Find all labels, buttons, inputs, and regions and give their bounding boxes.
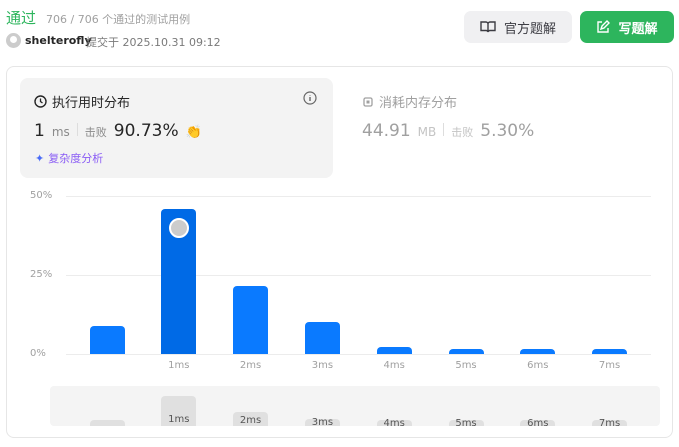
- x-tick-label: 6ms: [527, 360, 549, 371]
- beat-label: 击败: [451, 126, 474, 139]
- memory-title-text: 消耗内存分布: [379, 96, 458, 111]
- testcases-passed: 706 / 706 个通过的测试用例: [46, 13, 191, 26]
- result-card: [6, 66, 673, 438]
- bar-0[interactable]: [89, 325, 125, 354]
- user-avatar-marker: [168, 217, 189, 238]
- info-icon[interactable]: [303, 91, 317, 105]
- divider: [443, 123, 445, 136]
- username[interactable]: shelterofly: [25, 34, 92, 47]
- write-solution-button[interactable]: 写题解: [580, 11, 674, 43]
- edit-icon: [597, 20, 611, 33]
- x-tick-label: 7ms: [598, 360, 621, 371]
- bar-7ms[interactable]: [592, 348, 628, 354]
- official-solution-label: 官方题解: [503, 21, 556, 37]
- runtime-title-text: 执行用时分布: [52, 96, 131, 111]
- x-tick-label: 4ms: [383, 360, 405, 371]
- memory-panel[interactable]: 消耗内存分布 44.91 MB 击败 5.30%: [348, 78, 661, 178]
- mini-bar: 1ms: [161, 396, 197, 426]
- mini-bar: 4ms: [376, 419, 412, 426]
- mini-bar: 3ms: [304, 418, 340, 426]
- memory-value: 44.91: [362, 121, 411, 141]
- avatar[interactable]: [6, 33, 21, 48]
- complexity-analysis-link[interactable]: ✦ 复杂度分析: [35, 150, 103, 166]
- x-tick-label: 1ms: [168, 360, 190, 371]
- y-tick-label: 25%: [30, 269, 53, 280]
- runtime-value: 1: [34, 121, 45, 141]
- memory-beat: 5.30%: [480, 121, 535, 141]
- complexity-label: 复杂度分析: [48, 152, 104, 165]
- write-solution-label: 写题解: [618, 21, 658, 37]
- memory-unit: MB: [417, 125, 437, 139]
- clock-icon: [34, 95, 47, 108]
- runtime-unit: ms: [51, 125, 70, 139]
- chip-icon: [363, 96, 373, 107]
- memory-title: 消耗内存分布: [362, 92, 457, 111]
- book-icon: [480, 21, 496, 33]
- x-tick-label: 3ms: [311, 360, 334, 371]
- gridline: [66, 354, 651, 355]
- mini-bar: 5ms: [448, 419, 484, 426]
- divider: [76, 123, 78, 136]
- gridline: [66, 275, 651, 276]
- bar-2ms[interactable]: [233, 286, 269, 354]
- bar-6ms[interactable]: [520, 348, 556, 354]
- submit-time: 提交于 2025.10.31 09:12: [86, 36, 221, 49]
- clap-icon: 👏: [185, 125, 202, 140]
- sparkle-icon: ✦: [35, 151, 45, 165]
- y-tick-label: 0%: [30, 348, 46, 359]
- y-tick-label: 50%: [30, 190, 53, 201]
- bar-3ms[interactable]: [304, 322, 340, 354]
- mini-bar: 6ms: [520, 419, 556, 426]
- runtime-title: 执行用时分布: [34, 92, 130, 111]
- beat-label: 击败: [84, 126, 107, 139]
- gridline: [66, 196, 651, 197]
- status-accepted: 通过: [6, 9, 37, 27]
- runtime-panel[interactable]: 执行用时分布 1 ms 击败 90.73% 👏 ✦ 复杂度分析: [20, 78, 333, 178]
- bar-5ms[interactable]: [448, 348, 484, 354]
- official-solution-button[interactable]: 官方题解: [464, 11, 572, 43]
- bar-4ms[interactable]: [376, 347, 412, 354]
- mini-bar: 2ms: [233, 412, 269, 426]
- x-tick-label: 5ms: [455, 360, 477, 371]
- mini-bar: 7ms: [592, 419, 628, 426]
- runtime-beat: 90.73%: [113, 121, 179, 141]
- x-tick-label: 2ms: [239, 360, 262, 371]
- mini-bar: [89, 420, 125, 426]
- chart-range-navigator[interactable]: 1ms 2ms 3ms 4ms 5ms 6ms 7ms: [50, 386, 660, 426]
